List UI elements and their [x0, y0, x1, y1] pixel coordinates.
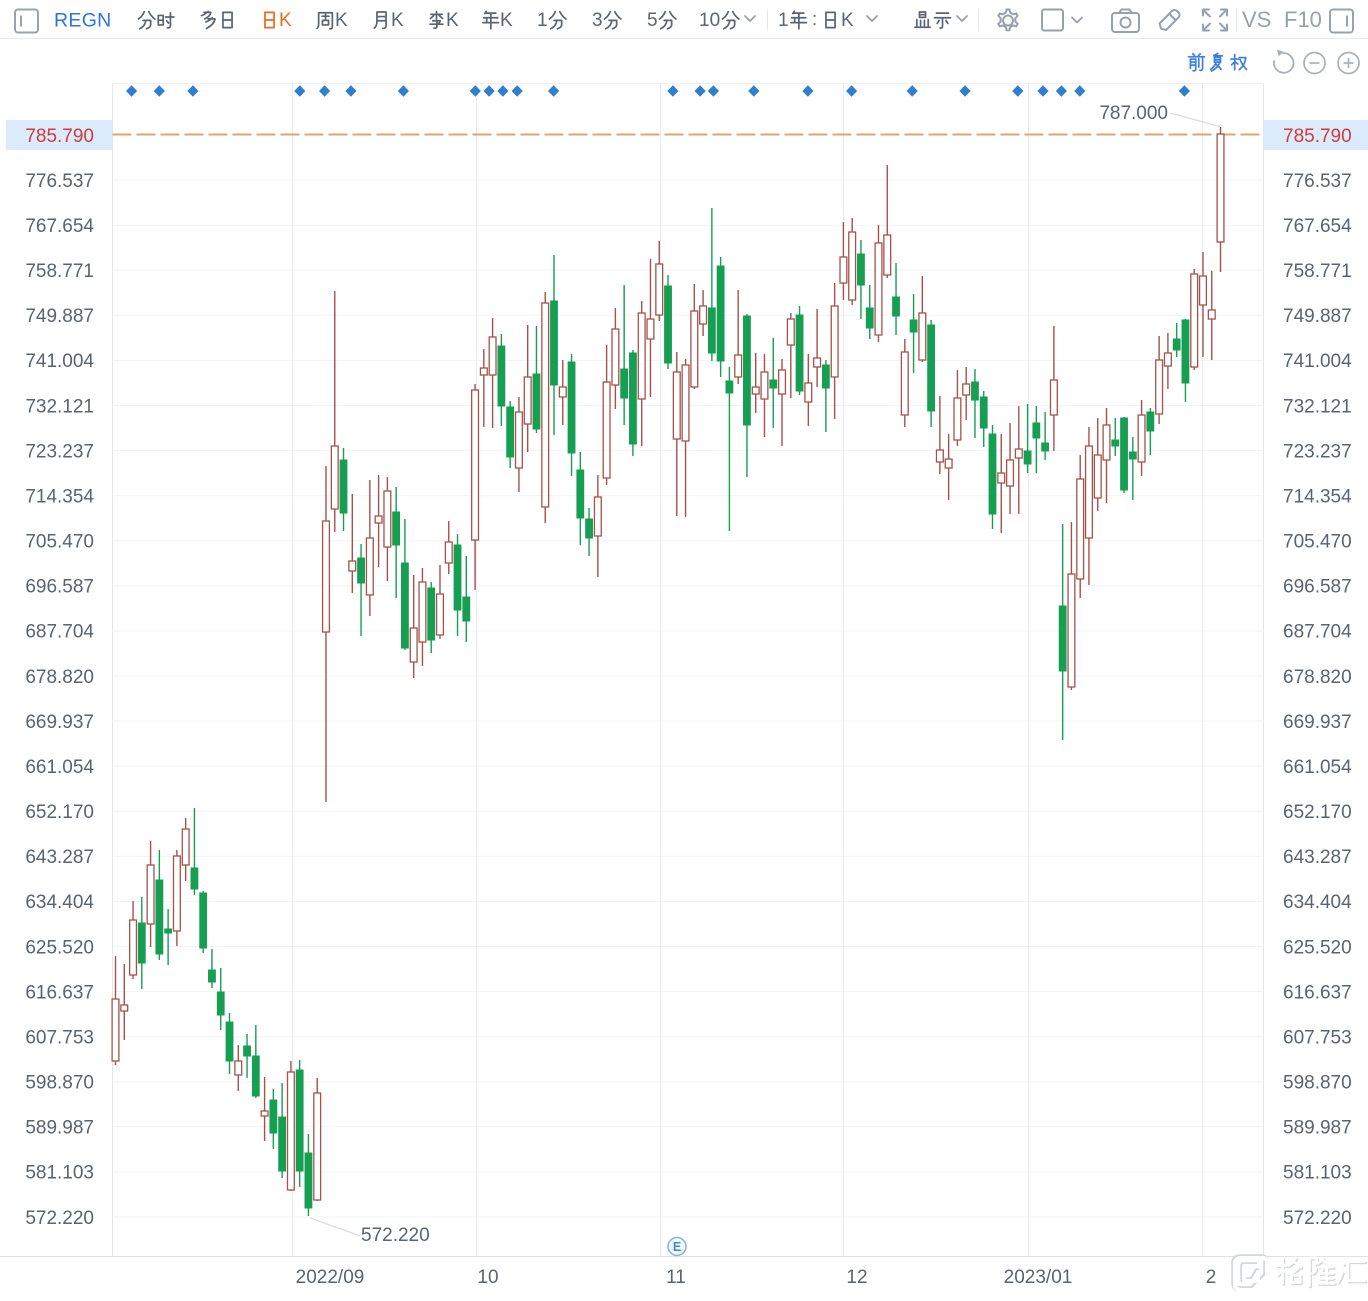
svg-text:616.637: 616.637	[1283, 982, 1352, 1003]
svg-text:581.103: 581.103	[1283, 1163, 1352, 1184]
svg-text:F10: F10	[1284, 7, 1322, 32]
svg-text:732.121: 732.121	[1283, 396, 1352, 417]
svg-text:607.753: 607.753	[25, 1028, 94, 1049]
svg-text:741.004: 741.004	[25, 351, 94, 372]
svg-text:705.470: 705.470	[1283, 532, 1352, 553]
svg-text:758.771: 758.771	[1283, 261, 1352, 282]
svg-text:749.887: 749.887	[1283, 306, 1352, 327]
svg-text:723.237: 723.237	[1283, 441, 1352, 462]
svg-text:616.637: 616.637	[25, 982, 94, 1003]
svg-text:687.704: 687.704	[25, 622, 94, 643]
svg-text:652.170: 652.170	[25, 802, 94, 823]
svg-text:643.287: 643.287	[1283, 847, 1352, 868]
svg-text:634.404: 634.404	[25, 892, 94, 913]
svg-text:598.870: 598.870	[1283, 1073, 1352, 1094]
svg-text:785.790: 785.790	[25, 126, 94, 147]
svg-text:E: E	[673, 1240, 681, 1254]
svg-text:589.987: 589.987	[25, 1118, 94, 1139]
svg-text:714.354: 714.354	[1283, 487, 1352, 508]
svg-text:652.170: 652.170	[1283, 802, 1352, 823]
svg-text:12: 12	[846, 1267, 867, 1288]
svg-text:678.820: 678.820	[25, 667, 94, 688]
svg-text:2: 2	[1206, 1267, 1217, 1288]
svg-text:572.220: 572.220	[1283, 1208, 1352, 1229]
svg-text:10: 10	[477, 1267, 498, 1288]
svg-text:K: K	[500, 10, 513, 31]
svg-text:2023/01: 2023/01	[1004, 1267, 1073, 1288]
svg-text:758.771: 758.771	[25, 261, 94, 282]
svg-text:3: 3	[592, 10, 603, 31]
svg-text:607.753: 607.753	[1283, 1028, 1352, 1049]
svg-text:K: K	[446, 10, 459, 31]
svg-text:776.537: 776.537	[25, 171, 94, 192]
svg-text:741.004: 741.004	[1283, 351, 1352, 372]
svg-text:572.220: 572.220	[361, 1225, 430, 1246]
svg-text:776.537: 776.537	[1283, 171, 1352, 192]
svg-text:669.937: 669.937	[1283, 712, 1352, 733]
svg-text:785.790: 785.790	[1283, 126, 1352, 147]
svg-text:5: 5	[647, 10, 658, 31]
svg-text:572.220: 572.220	[25, 1208, 94, 1229]
svg-text:767.654: 767.654	[25, 216, 94, 237]
svg-text:749.887: 749.887	[25, 306, 94, 327]
svg-text:634.404: 634.404	[1283, 892, 1352, 913]
svg-text:732.121: 732.121	[25, 396, 94, 417]
svg-text:643.287: 643.287	[25, 847, 94, 868]
svg-text:2022/09: 2022/09	[296, 1267, 365, 1288]
svg-text:787.000: 787.000	[1099, 103, 1168, 124]
svg-text:K: K	[335, 10, 348, 31]
svg-text:1: 1	[778, 10, 789, 31]
svg-text:723.237: 723.237	[25, 441, 94, 462]
svg-text:10: 10	[699, 10, 720, 31]
svg-text:K: K	[391, 10, 404, 31]
svg-text:REGN: REGN	[54, 10, 112, 32]
svg-text:696.587: 696.587	[25, 577, 94, 598]
svg-text:K: K	[279, 10, 292, 31]
svg-text:VS: VS	[1242, 7, 1271, 32]
svg-text:687.704: 687.704	[1283, 622, 1352, 643]
svg-text:11: 11	[666, 1267, 686, 1288]
svg-text:625.520: 625.520	[1283, 937, 1352, 958]
svg-text:696.587: 696.587	[1283, 577, 1352, 598]
svg-text:705.470: 705.470	[25, 532, 94, 553]
svg-text:589.987: 589.987	[1283, 1118, 1352, 1139]
svg-text::: :	[812, 9, 817, 29]
svg-text:K: K	[841, 10, 854, 31]
svg-text:598.870: 598.870	[25, 1073, 94, 1094]
svg-text:661.054: 661.054	[25, 757, 94, 778]
svg-text:767.654: 767.654	[1283, 216, 1352, 237]
svg-text:714.354: 714.354	[25, 487, 94, 508]
svg-text:1: 1	[537, 10, 548, 31]
svg-text:678.820: 678.820	[1283, 667, 1352, 688]
svg-text:581.103: 581.103	[25, 1163, 94, 1184]
svg-text:625.520: 625.520	[25, 937, 94, 958]
svg-text:661.054: 661.054	[1283, 757, 1352, 778]
svg-text:669.937: 669.937	[25, 712, 94, 733]
